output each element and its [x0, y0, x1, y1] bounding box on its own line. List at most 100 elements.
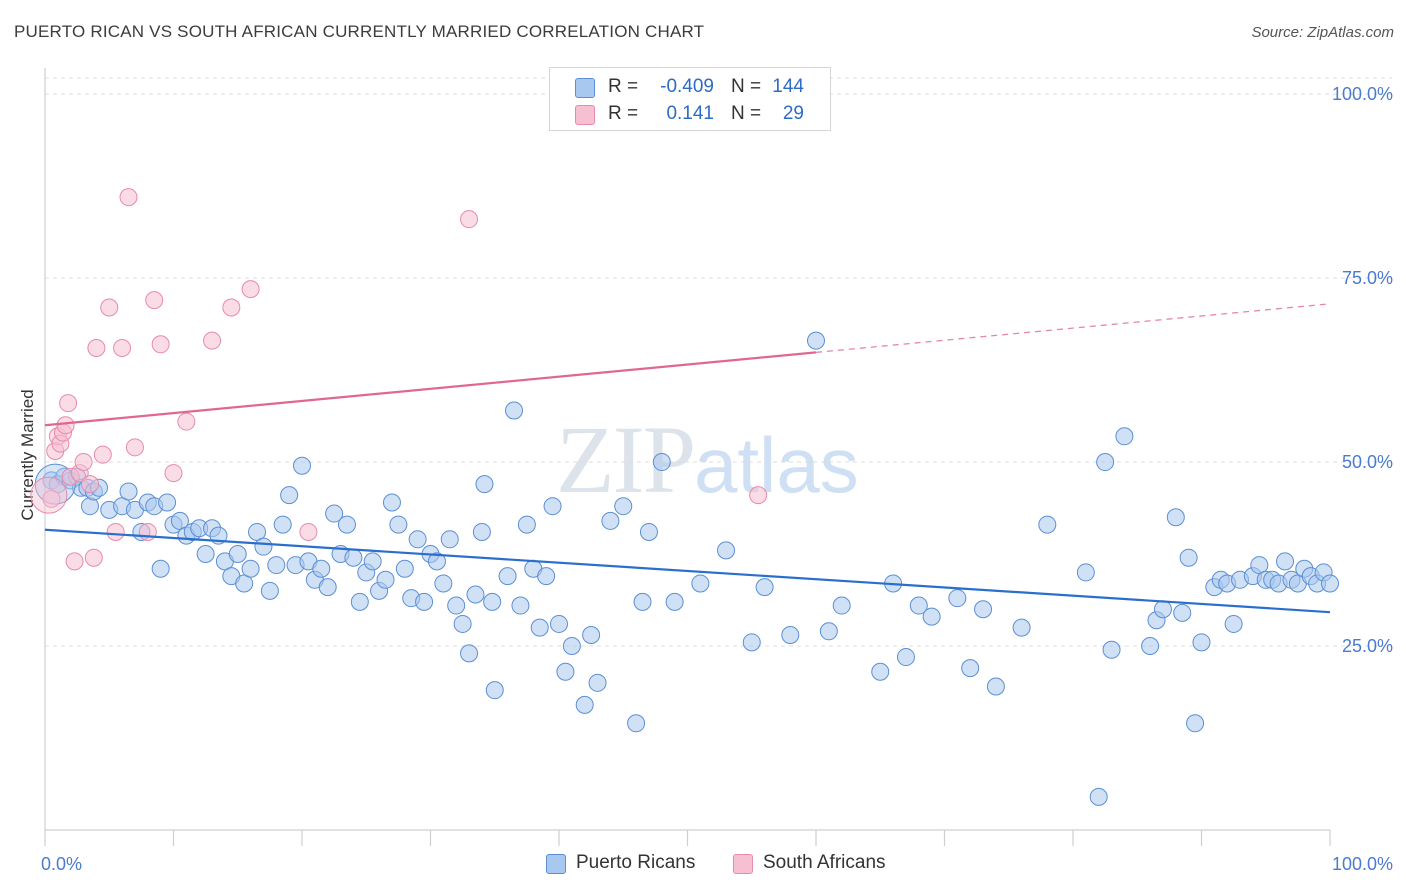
- legend-swatch-pink: [733, 854, 753, 874]
- y-tick-label: 75.0%: [1342, 268, 1393, 288]
- point-puerto-rican: [460, 644, 479, 663]
- point-puerto-rican: [267, 556, 286, 575]
- point-puerto-rican: [1179, 548, 1198, 567]
- point-puerto-rican: [627, 714, 646, 733]
- trend-line-south-africans-extrapolated: [815, 303, 1331, 354]
- trend-line-south-africans: [44, 351, 817, 427]
- trend-lines: [44, 303, 1331, 614]
- point-puerto-rican: [1089, 787, 1108, 806]
- point-puerto-rican: [453, 614, 472, 633]
- point-puerto-rican: [1166, 508, 1185, 527]
- point-puerto-rican: [961, 659, 980, 678]
- point-south-african: [80, 475, 99, 494]
- point-puerto-rican: [1141, 637, 1160, 656]
- point-puerto-rican: [614, 497, 633, 516]
- point-puerto-rican: [350, 592, 369, 611]
- point-south-african: [113, 338, 132, 357]
- legend-label: South Africans: [763, 852, 886, 873]
- point-puerto-rican: [575, 695, 594, 714]
- point-south-african: [749, 486, 768, 505]
- point-puerto-rican: [363, 552, 382, 571]
- point-puerto-rican: [1153, 600, 1172, 619]
- point-puerto-rican: [511, 596, 530, 615]
- point-south-african: [42, 489, 61, 508]
- point-puerto-rican: [652, 453, 671, 472]
- point-puerto-rican: [550, 614, 568, 633]
- point-puerto-rican: [382, 493, 401, 512]
- point-south-african: [164, 464, 183, 483]
- point-puerto-rican: [1224, 614, 1243, 633]
- point-south-african: [138, 522, 157, 541]
- legend-r-label: R =: [608, 103, 639, 124]
- point-puerto-rican: [485, 681, 504, 700]
- point-puerto-rican: [1276, 552, 1295, 571]
- point-puerto-rican: [273, 515, 292, 534]
- point-south-african: [59, 394, 78, 413]
- point-puerto-rican: [280, 486, 299, 505]
- point-puerto-rican: [537, 567, 556, 586]
- legend-swatch-blue: [575, 78, 595, 98]
- point-puerto-rican: [755, 578, 774, 597]
- point-puerto-rican: [1096, 453, 1115, 472]
- point-puerto-rican: [158, 493, 177, 512]
- point-south-african: [93, 445, 112, 464]
- legend-n-value: 144: [772, 76, 804, 97]
- point-south-african: [222, 298, 241, 317]
- point-puerto-rican: [742, 633, 761, 652]
- point-puerto-rican: [588, 673, 607, 692]
- point-puerto-rican: [1192, 633, 1211, 652]
- point-puerto-rican: [415, 592, 434, 611]
- correlation-legend: R = -0.409 N = 144 R = 0.141 N = 29: [549, 67, 831, 131]
- point-south-african: [119, 188, 138, 207]
- point-south-african: [177, 412, 196, 431]
- point-south-african: [299, 522, 318, 541]
- point-puerto-rican: [922, 607, 941, 626]
- point-puerto-rican: [819, 622, 838, 641]
- point-puerto-rican: [517, 515, 536, 534]
- point-puerto-rican: [896, 648, 915, 667]
- point-puerto-rican: [1173, 603, 1192, 622]
- point-puerto-rican: [241, 559, 260, 578]
- point-south-african: [106, 522, 125, 541]
- point-puerto-rican: [948, 589, 967, 608]
- point-puerto-rican: [639, 522, 658, 541]
- legend-label: Puerto Ricans: [576, 852, 696, 873]
- legend-swatch-blue: [546, 854, 566, 874]
- point-puerto-rican: [337, 515, 356, 534]
- point-puerto-rican: [505, 401, 524, 420]
- point-puerto-rican: [1115, 427, 1134, 446]
- point-puerto-rican: [318, 578, 337, 597]
- point-puerto-rican: [562, 637, 581, 656]
- point-cluster-south-african: [30, 476, 68, 514]
- trend-line-puerto-ricans: [44, 528, 1331, 614]
- point-south-african: [56, 416, 75, 435]
- point-puerto-rican: [427, 552, 446, 571]
- watermark-zip: ZIP: [556, 406, 696, 513]
- watermark: ZIPatlas: [556, 404, 859, 515]
- legend-swatch-pink: [575, 105, 595, 125]
- point-puerto-rican: [543, 497, 562, 516]
- point-puerto-rican: [601, 511, 620, 530]
- legend-r-value: 0.141: [666, 103, 714, 124]
- point-puerto-rican: [530, 618, 549, 637]
- point-south-african: [100, 298, 119, 317]
- point-south-african: [203, 331, 222, 350]
- point-puerto-rican: [344, 548, 363, 567]
- legend-row-puerto-ricans: R = -0.409 N = 144: [550, 76, 830, 100]
- point-south-african: [151, 335, 170, 354]
- y-tick-label: 50.0%: [1342, 452, 1393, 472]
- point-puerto-rican: [974, 600, 993, 619]
- legend-r-value: -0.409: [660, 76, 714, 97]
- point-south-african: [241, 280, 260, 299]
- x-tick-label: 100.0%: [1332, 854, 1393, 874]
- tick-labels: 25.0% 50.0% 75.0% 100.0% 0.0% 100.0%: [41, 84, 1393, 874]
- point-puerto-rican: [691, 574, 710, 593]
- point-puerto-rican: [466, 585, 485, 604]
- point-puerto-rican: [325, 504, 344, 523]
- point-puerto-rican: [556, 662, 575, 681]
- point-puerto-rican: [228, 545, 247, 564]
- point-puerto-rican: [440, 530, 459, 549]
- point-puerto-rican: [254, 537, 273, 556]
- point-puerto-rican: [781, 625, 800, 644]
- point-puerto-rican: [80, 497, 99, 516]
